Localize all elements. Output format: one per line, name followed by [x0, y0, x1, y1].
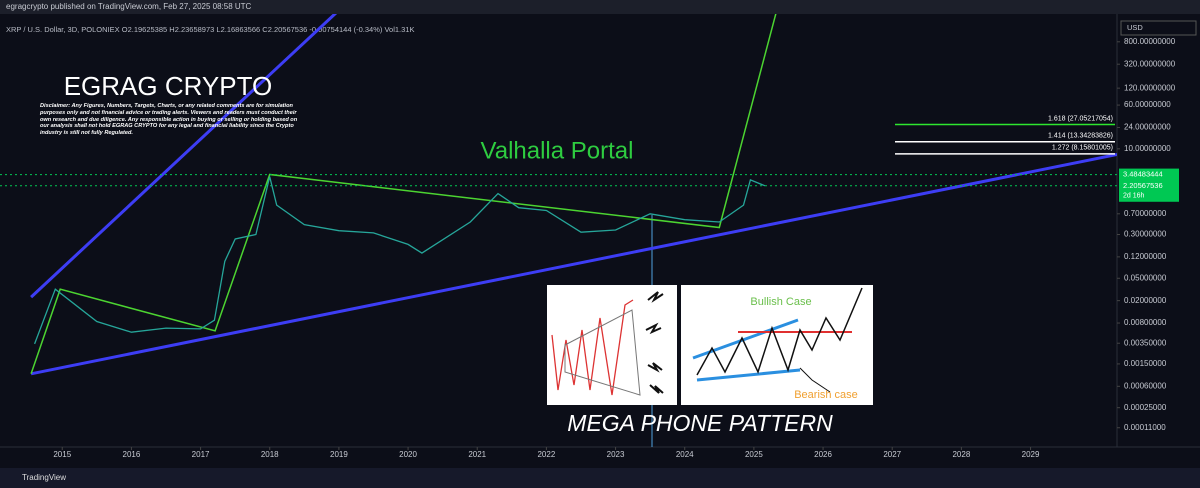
- lower-trend: [696, 368, 801, 382]
- y-tick-label: 800.00000000: [1124, 37, 1176, 46]
- inset-bullish: [681, 285, 873, 405]
- y-tick-label: 0.00350000: [1124, 338, 1167, 347]
- publisher: egragcrypto published on TradingView.com…: [6, 2, 252, 11]
- x-tick-label: 2020: [399, 450, 417, 459]
- chart-title: EGRAG CRYPTO: [64, 71, 273, 101]
- bullish-label: Bullish Case: [750, 296, 811, 308]
- bearish-label: Bearish case: [794, 389, 858, 401]
- x-tick-label: 2017: [192, 450, 210, 459]
- x-tick-label: 2016: [123, 450, 141, 459]
- fib-label: 1.272 (8.15801005): [1052, 145, 1113, 152]
- header-bar: [0, 0, 1200, 14]
- footer-brand: TradingView: [22, 473, 66, 482]
- x-tick-label: 2022: [537, 450, 555, 459]
- plot: [0, 14, 1117, 376]
- bearish-path: [799, 367, 831, 393]
- y-tick-label: 120.00000000: [1124, 83, 1176, 92]
- y-tick-label: 0.30000000: [1124, 230, 1167, 239]
- y-tick-label: 320.00000000: [1124, 59, 1176, 68]
- inset-megaphone: [547, 285, 677, 405]
- x-tick-label: 2021: [468, 450, 486, 459]
- fib-label: 1.618 (27.05217054): [1048, 115, 1113, 122]
- footer-bar: [0, 468, 1200, 488]
- x-tick-label: 2029: [1022, 450, 1040, 459]
- annotation: Valhalla Portal: [481, 137, 634, 164]
- symbol-line: XRP / U.S. Dollar, 3D, POLONIEX O2.19625…: [6, 25, 414, 34]
- x-tick-label: 2028: [952, 450, 970, 459]
- price-line: [33, 176, 766, 345]
- trendline: [30, 153, 1117, 376]
- trendline: [30, 14, 338, 299]
- megaphone-zigzag: [551, 299, 634, 396]
- x-tick-label: 2025: [745, 450, 763, 459]
- y-tick-label: 0.70000000: [1124, 209, 1167, 218]
- x-tick-label: 2019: [330, 450, 348, 459]
- x-tick-label: 2018: [261, 450, 279, 459]
- countdown: 2d 16h: [1123, 193, 1145, 200]
- y-tick-label: 0.00011000: [1124, 423, 1166, 432]
- y-tick-label: 0.00060000: [1124, 381, 1167, 390]
- y-tick-label: 0.12000000: [1124, 252, 1167, 261]
- trendline: [30, 14, 777, 375]
- price-zigzag: [696, 287, 863, 376]
- price-marker-label: 3.48483444: [1123, 170, 1163, 179]
- megaphone-outline: [564, 309, 641, 396]
- y-tick-label: 0.00025000: [1124, 403, 1167, 412]
- fib-label: 1.414 (13.34283826): [1048, 133, 1113, 140]
- x-tick-label: 2023: [607, 450, 625, 459]
- y-tick-label: 24.00000000: [1124, 123, 1171, 132]
- y-tick-label: 0.00150000: [1124, 359, 1167, 368]
- currency-box: [1120, 20, 1197, 36]
- x-tick-label: 2027: [883, 450, 901, 459]
- x-tick-label: 2026: [814, 450, 832, 459]
- caption: MEGA PHONE PATTERN: [567, 410, 833, 436]
- disclaimer: Disclaimer: Any Figures, Numbers, Target…: [40, 103, 298, 137]
- y-tick-label: 60.00000000: [1124, 100, 1171, 109]
- y-tick-label: 10.00000000: [1124, 144, 1171, 153]
- currency: USD: [1127, 23, 1143, 32]
- y-tick-label: 0.00800000: [1124, 318, 1167, 327]
- price-marker-box: [1119, 168, 1179, 181]
- x-tick-label: 2015: [53, 450, 71, 459]
- price-marker-box: [1119, 179, 1179, 202]
- y-tick-label: 0.05000000: [1124, 273, 1167, 282]
- price-marker-label: 2.20567536: [1123, 181, 1163, 190]
- y-tick-label: 0.02000000: [1124, 296, 1167, 305]
- lightning-icons: [645, 291, 664, 394]
- x-tick-label: 2024: [676, 450, 694, 459]
